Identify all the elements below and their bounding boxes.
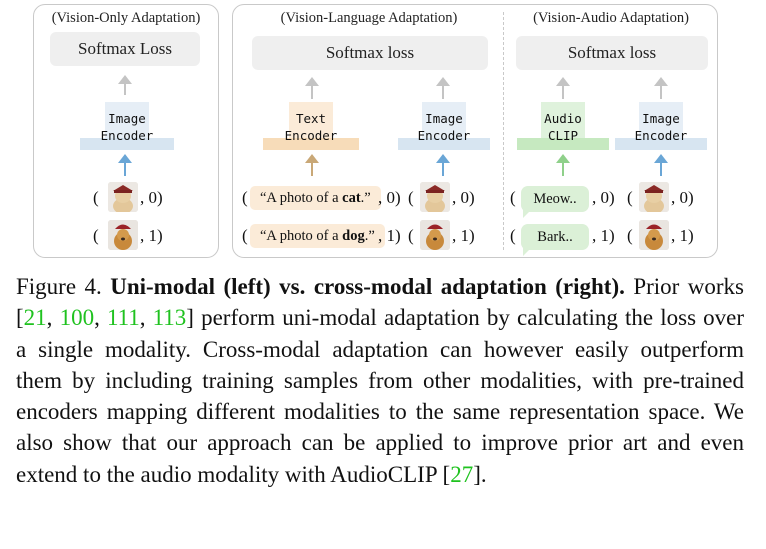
prompt-suffix: .” bbox=[360, 190, 371, 206]
citation-link[interactable]: 100 bbox=[59, 305, 95, 331]
caption-text: Prior works [ bbox=[16, 274, 745, 331]
dog-with-hat-icon bbox=[639, 220, 669, 250]
vision-audio-softmax-loss: Softmax loss bbox=[516, 36, 708, 70]
vision-audio-title: (Vision-Audio Adaptation) bbox=[533, 10, 689, 26]
vision-only-title: (Vision-Only Adaptation) bbox=[51, 10, 201, 26]
encoder-label-line1: Image bbox=[642, 111, 680, 126]
sample-close: , 0) bbox=[452, 188, 475, 207]
citation-link[interactable]: 113 bbox=[152, 305, 187, 331]
caption-separator: , bbox=[139, 305, 153, 331]
sample-close: , 1) bbox=[671, 226, 694, 245]
encoder-label-line2: Encoder bbox=[634, 128, 688, 143]
citation-link[interactable]: 21 bbox=[23, 305, 47, 331]
image-encoder: Image Encoder bbox=[398, 102, 490, 150]
prompt-suffix: .” bbox=[364, 228, 375, 244]
sample-open: ( bbox=[627, 188, 633, 207]
audio-bark-bubble: Bark.. bbox=[521, 224, 589, 256]
caption-separator: , bbox=[94, 305, 107, 331]
caption-text: ]. bbox=[473, 461, 487, 487]
sample-open: ( bbox=[510, 188, 516, 207]
encoder-label-line2: Encoder bbox=[284, 128, 338, 143]
vision-language-title: (Vision-Language Adaptation) bbox=[280, 10, 458, 26]
encoder-label-line1: Text bbox=[295, 111, 327, 126]
figure-caption: Figure 4. Uni-modal (left) vs. cross-mod… bbox=[16, 271, 744, 490]
sample-open: ( bbox=[510, 226, 516, 245]
section-divider bbox=[503, 12, 504, 250]
audio-label: Meow.. bbox=[533, 191, 577, 207]
sample-close: , 0) bbox=[140, 188, 163, 207]
encoder-label-line2: Encoder bbox=[100, 128, 154, 143]
cat-with-hat-icon bbox=[639, 182, 669, 212]
prompt-prefix: “A photo of a bbox=[260, 190, 343, 206]
audio-label: Bark.. bbox=[537, 229, 573, 245]
sample-close: , 1) bbox=[592, 226, 615, 245]
sample-open: ( bbox=[408, 188, 414, 207]
caption-separator: , bbox=[46, 305, 60, 331]
vision-language-softmax-loss: Softmax loss bbox=[252, 36, 488, 70]
encoder-label-line1: Audio bbox=[544, 111, 582, 126]
encoder-label-line1: Image bbox=[108, 111, 146, 126]
image-encoder: Image Encoder bbox=[80, 102, 174, 150]
encoder-label-line2: Encoder bbox=[417, 128, 471, 143]
prompt-class: dog bbox=[342, 228, 365, 244]
audio-clip-encoder: Audio CLIP bbox=[517, 102, 609, 150]
sample-open: ( bbox=[627, 226, 633, 245]
caption-title: Uni-modal (left) vs. cross-modal adaptat… bbox=[110, 274, 625, 299]
sample-open: ( bbox=[242, 188, 248, 207]
text-encoder: Text Encoder bbox=[263, 102, 359, 150]
prompt-prefix: “A photo of a bbox=[260, 228, 343, 244]
text-prompt-dog: “A photo of a dog.” bbox=[250, 224, 385, 248]
vision-only-softmax-loss: Softmax Loss bbox=[50, 32, 200, 66]
caption-text: ] perform uni-modal adaptation by calcul… bbox=[16, 305, 745, 487]
encoder-label-line1: Image bbox=[425, 111, 463, 126]
image-encoder: Image Encoder bbox=[615, 102, 707, 150]
dog-with-hat-icon bbox=[108, 220, 138, 250]
citation-link[interactable]: 111 bbox=[106, 305, 140, 331]
sample-close: , 1) bbox=[140, 226, 163, 245]
sample-close: , 0) bbox=[378, 188, 401, 207]
cat-with-hat-icon bbox=[420, 182, 450, 212]
sample-close: , 0) bbox=[671, 188, 694, 207]
sample-close: , 1) bbox=[452, 226, 475, 245]
audio-meow-bubble: Meow.. bbox=[521, 186, 589, 218]
cat-with-hat-icon bbox=[108, 182, 138, 212]
text-prompt-cat: “A photo of a cat.” bbox=[250, 186, 381, 210]
sample-close: , 1) bbox=[378, 226, 401, 245]
encoder-label-line2: CLIP bbox=[547, 128, 579, 143]
sample-close: , 0) bbox=[592, 188, 615, 207]
sample-open: ( bbox=[93, 188, 99, 207]
sample-open: ( bbox=[93, 226, 99, 245]
prompt-class: cat bbox=[342, 190, 361, 206]
sample-open: ( bbox=[242, 226, 248, 245]
citation-link[interactable]: 27 bbox=[450, 461, 474, 487]
caption-label: Figure 4. bbox=[16, 274, 102, 299]
sample-open: ( bbox=[408, 226, 414, 245]
dog-with-hat-icon bbox=[420, 220, 450, 250]
